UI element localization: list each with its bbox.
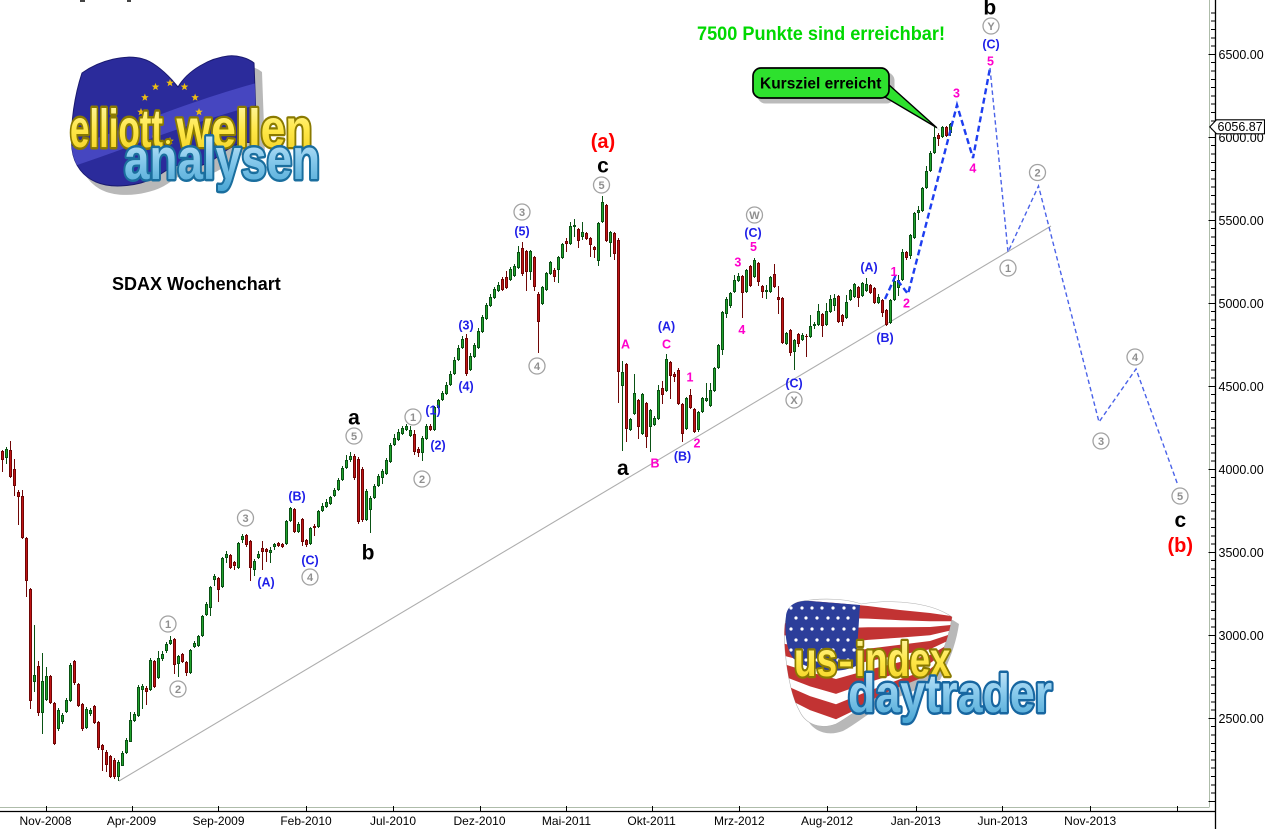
svg-text:Jun-2013: Jun-2013 bbox=[977, 814, 1027, 828]
svg-text:5: 5 bbox=[598, 180, 604, 192]
svg-text:C: C bbox=[662, 338, 671, 352]
svg-text:a: a bbox=[617, 457, 629, 480]
svg-text:Okt-2011: Okt-2011 bbox=[627, 814, 676, 828]
svg-text:(C): (C) bbox=[982, 37, 999, 51]
svg-text:(B): (B) bbox=[288, 489, 305, 503]
svg-text:daytrader: daytrader bbox=[848, 663, 1052, 724]
svg-text:2: 2 bbox=[1034, 168, 1040, 180]
svg-text:X: X bbox=[790, 395, 798, 407]
svg-text:5: 5 bbox=[351, 431, 357, 443]
svg-text:2: 2 bbox=[694, 437, 701, 451]
svg-text:1: 1 bbox=[891, 265, 898, 279]
svg-text:(b): (b) bbox=[1168, 535, 1194, 557]
svg-text:analysen: analysen bbox=[124, 128, 320, 192]
svg-text:3: 3 bbox=[1098, 436, 1104, 448]
svg-text:Y: Y bbox=[987, 21, 995, 33]
svg-text:1: 1 bbox=[410, 412, 416, 424]
svg-text:2500.00: 2500.00 bbox=[1219, 712, 1264, 726]
svg-text:2: 2 bbox=[903, 297, 910, 311]
svg-text:(5): (5) bbox=[514, 224, 529, 238]
svg-text:3: 3 bbox=[242, 513, 248, 525]
svg-text:(a): (a) bbox=[591, 131, 615, 153]
svg-text:Nov-2008: Nov-2008 bbox=[19, 814, 71, 828]
svg-text:3500.00: 3500.00 bbox=[1219, 546, 1264, 560]
svg-text:b: b bbox=[983, 0, 996, 19]
svg-text:(C): (C) bbox=[744, 226, 761, 240]
svg-text:3: 3 bbox=[734, 256, 741, 270]
svg-text:b: b bbox=[362, 541, 375, 564]
svg-text:4000.00: 4000.00 bbox=[1219, 463, 1264, 477]
svg-text:Sep-2009: Sep-2009 bbox=[192, 814, 244, 828]
svg-text:2: 2 bbox=[419, 474, 425, 486]
svg-text:1: 1 bbox=[687, 371, 694, 385]
svg-text:(B): (B) bbox=[674, 449, 691, 463]
svg-text:(C): (C) bbox=[785, 376, 802, 390]
svg-text:Jan-2013: Jan-2013 bbox=[891, 814, 941, 828]
svg-text:2: 2 bbox=[175, 684, 181, 696]
svg-text:(1): (1) bbox=[425, 403, 440, 417]
svg-text:3000.00: 3000.00 bbox=[1219, 629, 1264, 643]
svg-text:4: 4 bbox=[1132, 352, 1139, 364]
svg-text:Nov-2013: Nov-2013 bbox=[1064, 814, 1116, 828]
svg-text:5: 5 bbox=[987, 55, 994, 69]
svg-text:4: 4 bbox=[738, 323, 745, 337]
svg-text:Kursziel erreicht: Kursziel erreicht bbox=[760, 76, 881, 93]
svg-text:3: 3 bbox=[519, 207, 525, 219]
svg-text:Dez-2010: Dez-2010 bbox=[453, 814, 505, 828]
svg-text:a: a bbox=[348, 406, 360, 429]
svg-text:A: A bbox=[621, 338, 630, 352]
svg-text:c: c bbox=[597, 154, 609, 177]
svg-text:Jul-2010: Jul-2010 bbox=[370, 814, 416, 828]
svg-text:(3): (3) bbox=[458, 318, 473, 332]
svg-text:5: 5 bbox=[1177, 491, 1183, 503]
svg-text:(2): (2) bbox=[430, 438, 445, 452]
svg-text:Aug-2012: Aug-2012 bbox=[801, 814, 853, 828]
svg-text:1: 1 bbox=[165, 619, 171, 631]
svg-text:elliott: elliott bbox=[70, 98, 163, 159]
svg-text:W: W bbox=[749, 210, 760, 222]
svg-text:(4): (4) bbox=[458, 379, 473, 393]
svg-text:6500.00: 6500.00 bbox=[1219, 48, 1264, 62]
svg-text:5000.00: 5000.00 bbox=[1219, 297, 1264, 311]
svg-text:5: 5 bbox=[750, 240, 757, 254]
svg-text:c: c bbox=[1174, 509, 1186, 532]
svg-text:Mrz-2012: Mrz-2012 bbox=[714, 814, 765, 828]
svg-text:(B): (B) bbox=[876, 331, 893, 345]
svg-text:index: index bbox=[855, 633, 951, 687]
svg-text:7500 Punkte sind erreichbar!: 7500 Punkte sind erreichbar! bbox=[697, 23, 945, 45]
svg-text:6056.87: 6056.87 bbox=[1218, 120, 1263, 134]
svg-text:us: us bbox=[794, 633, 837, 687]
svg-text:(A): (A) bbox=[860, 260, 877, 274]
svg-text:(C): (C) bbox=[301, 553, 318, 567]
svg-text:Mai-2011: Mai-2011 bbox=[542, 814, 591, 828]
svg-text:Feb-2010: Feb-2010 bbox=[280, 814, 332, 828]
svg-text:4: 4 bbox=[534, 361, 541, 373]
svg-text:3: 3 bbox=[953, 87, 960, 101]
svg-text:Apr-2009: Apr-2009 bbox=[107, 814, 157, 828]
svg-text:4: 4 bbox=[307, 572, 314, 584]
svg-text:wellen: wellen bbox=[176, 99, 313, 159]
svg-text:4: 4 bbox=[969, 162, 976, 176]
svg-text:5500.00: 5500.00 bbox=[1219, 214, 1264, 228]
svg-text:SDAX Wochenchart: SDAX Wochenchart bbox=[112, 274, 281, 294]
svg-text:1: 1 bbox=[1005, 263, 1011, 275]
svg-text:(A): (A) bbox=[257, 575, 274, 589]
svg-text:(A): (A) bbox=[658, 319, 675, 333]
svg-text:B: B bbox=[650, 457, 659, 471]
svg-text:4500.00: 4500.00 bbox=[1219, 380, 1264, 394]
